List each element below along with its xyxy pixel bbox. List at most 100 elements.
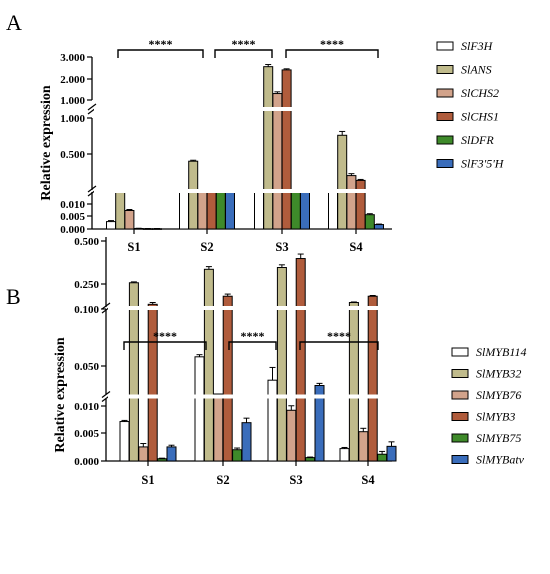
bar [295, 258, 306, 462]
significance-bracket [228, 341, 277, 350]
y-tick-label: 0.010 [60, 199, 85, 211]
x-tick-label: S4 [361, 473, 375, 487]
legend-swatch [436, 65, 454, 74]
bar [179, 189, 189, 230]
legend-swatch [451, 369, 469, 378]
bar [267, 379, 278, 462]
bar [286, 409, 297, 462]
bar [124, 210, 135, 230]
legend-swatch [451, 433, 469, 443]
axis-break-mark [101, 391, 111, 398]
axis-break-band [94, 189, 392, 193]
bar [305, 457, 316, 462]
significance-bracket [285, 49, 379, 58]
legend-label: SlANS [461, 63, 492, 77]
y-tick-label: 0.005 [60, 211, 85, 223]
bar [355, 179, 366, 230]
legend-label: SlF3'5'H [461, 157, 505, 171]
x-tick-label: S3 [289, 473, 302, 487]
legend-label: SlF3H [461, 39, 494, 53]
legend-label: SlCHS1 [461, 110, 499, 124]
y-tick-label: 0.250 [74, 279, 99, 291]
significance-label: **** [153, 329, 177, 343]
bar [272, 93, 283, 230]
axis-break-mark [87, 103, 97, 111]
bar [115, 189, 126, 230]
y-tick-label: 3.000 [60, 52, 85, 64]
legend-swatch [436, 112, 454, 121]
significance-label: **** [320, 37, 344, 51]
bar [222, 295, 233, 462]
panel-b-letter: B [6, 284, 21, 309]
legend-swatch [451, 390, 469, 400]
bar [203, 268, 214, 462]
bar [241, 422, 252, 462]
bar [281, 69, 292, 230]
bar [263, 66, 274, 230]
bar [166, 446, 177, 462]
significance-bracket [123, 341, 207, 350]
bar [106, 221, 116, 230]
significance-bracket [299, 341, 379, 350]
bar [367, 295, 378, 462]
legend-swatch [451, 455, 469, 464]
significance-label: **** [241, 329, 265, 343]
bar [348, 302, 359, 462]
bar [290, 189, 301, 230]
bar [213, 393, 224, 462]
bar [337, 134, 348, 230]
bar [386, 445, 397, 462]
panel-a-letter: A [6, 10, 22, 35]
y-tick-label: 0.100 [74, 304, 99, 316]
bar [254, 189, 264, 230]
legend-label: SlCHS2 [461, 86, 499, 100]
bar [374, 224, 384, 230]
legend-label: SlMYB76 [476, 388, 521, 402]
legend-swatch [436, 88, 454, 98]
axis-break-mark [101, 302, 111, 310]
legend-swatch [451, 412, 469, 421]
significance-label: **** [327, 329, 351, 343]
bar [377, 453, 388, 462]
axis-break-band [108, 394, 392, 399]
y-axis-label: Relative expression [39, 85, 54, 200]
significance-label: **** [232, 37, 256, 51]
bar [194, 356, 205, 462]
legend-swatch [436, 135, 454, 145]
y-tick-label: 2.000 [60, 74, 85, 86]
axis-break-band [94, 107, 392, 111]
bar [364, 214, 375, 230]
legend-swatch [436, 41, 454, 51]
bar [206, 189, 217, 230]
bar [300, 189, 310, 230]
bar [346, 175, 357, 230]
legend-label: SlMYB75 [476, 431, 521, 445]
y-tick-label: 0.050 [74, 361, 99, 373]
legend-label: SlMYB3 [476, 410, 515, 424]
x-tick-label: S1 [127, 240, 140, 254]
legend-swatch [451, 347, 469, 357]
y-tick-label: 1.000 [60, 95, 85, 107]
x-tick-label: S4 [349, 240, 363, 254]
bar [138, 446, 149, 462]
y-tick-label: 1.000 [60, 113, 85, 125]
bar [157, 458, 168, 462]
y-tick-label: 0.000 [74, 456, 99, 468]
significance-label: **** [149, 37, 173, 51]
bar [339, 448, 350, 462]
axis-break-mark [87, 185, 97, 193]
bar [188, 160, 199, 230]
bar [276, 267, 287, 462]
legend-label: SlDFR [461, 133, 494, 147]
x-tick-label: S2 [200, 240, 213, 254]
legend-swatch [436, 159, 454, 168]
y-tick-label: 0.500 [60, 149, 85, 161]
axis-break-band [108, 306, 392, 310]
legend-label: SlMYB32 [476, 367, 521, 381]
chart-panel-b: 0.000 0.005 0.010 0.050 0.100 0.250 0.500 Relat… [53, 236, 526, 487]
bar [197, 189, 208, 230]
y-tick-label: 0.010 [74, 401, 99, 413]
y-tick-label: 0.500 [74, 236, 99, 248]
